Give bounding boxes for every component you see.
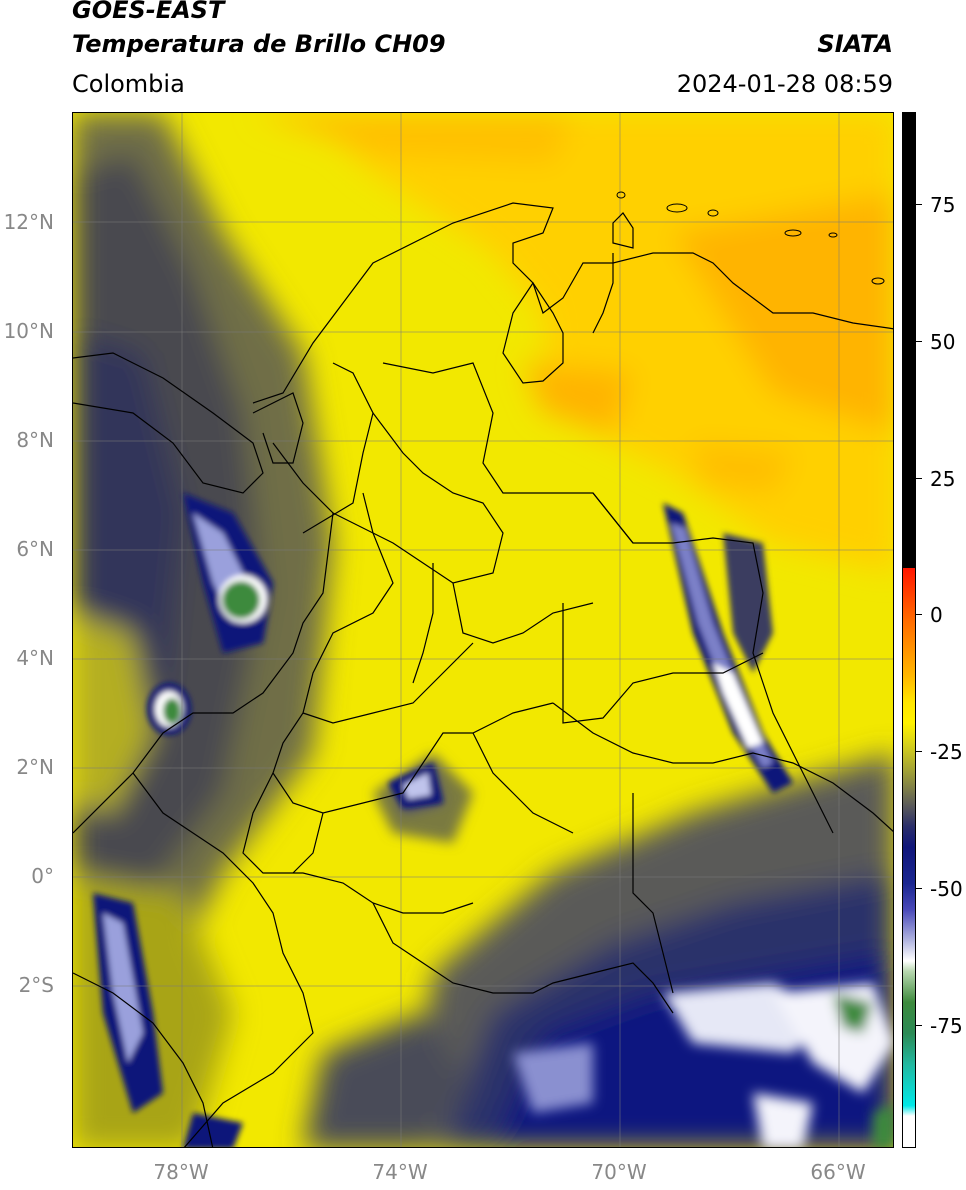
coastline-borders [73, 202, 893, 1147]
map-title: GOES-EAST [72, 0, 225, 24]
colorbar-tick [916, 1025, 922, 1026]
lat-label-12n: 12°N [3, 210, 54, 234]
organization-label: SIATA [817, 30, 893, 58]
lon-label-74w: 74°W [372, 1160, 428, 1184]
colorbar-tick [916, 478, 922, 479]
lat-label-6n: 6°N [16, 537, 54, 561]
graticule [73, 113, 893, 1147]
colorbar-tick [916, 888, 922, 889]
colorbar-label-25: 25 [930, 467, 956, 491]
map-subtitle: Temperatura de Brillo CH09 [72, 30, 446, 58]
colorbar-tick [916, 614, 922, 615]
colorbar-label-minus-25: -25 [930, 740, 963, 764]
lon-label-78w: 78°W [153, 1160, 209, 1184]
colorbar-tick [916, 751, 922, 752]
lat-label-10n: 10°N [3, 319, 54, 343]
colorbar-tick [916, 204, 922, 205]
lon-label-66w: 66°W [810, 1160, 866, 1184]
lon-label-70w: 70°W [591, 1160, 647, 1184]
storm-cells-west [93, 493, 443, 1147]
colorbar-label-0: 0 [930, 603, 943, 627]
colorbar-label-minus-50: -50 [930, 877, 963, 901]
datetime-label: 2024-01-28 08:59 [676, 70, 893, 98]
colorbar-label-minus-75: -75 [930, 1014, 963, 1038]
islands [616, 191, 885, 285]
lat-label-0: 0° [31, 864, 54, 888]
colorbar-tick [916, 341, 922, 342]
colorbar [902, 112, 916, 1148]
colorbar-label-75: 75 [930, 193, 956, 217]
storm-line-east [663, 503, 793, 793]
region-label: Colombia [72, 70, 185, 98]
lat-label-8n: 8°N [16, 428, 54, 452]
colorbar-label-50: 50 [930, 330, 956, 354]
lat-label-2n: 2°N [16, 755, 54, 779]
satellite-map[interactable] [72, 112, 894, 1148]
satellite-map-svg [73, 113, 893, 1147]
lat-label-2s: 2°S [18, 973, 54, 997]
lat-label-4n: 4°N [16, 646, 54, 670]
cold-tops-south [513, 983, 893, 1147]
